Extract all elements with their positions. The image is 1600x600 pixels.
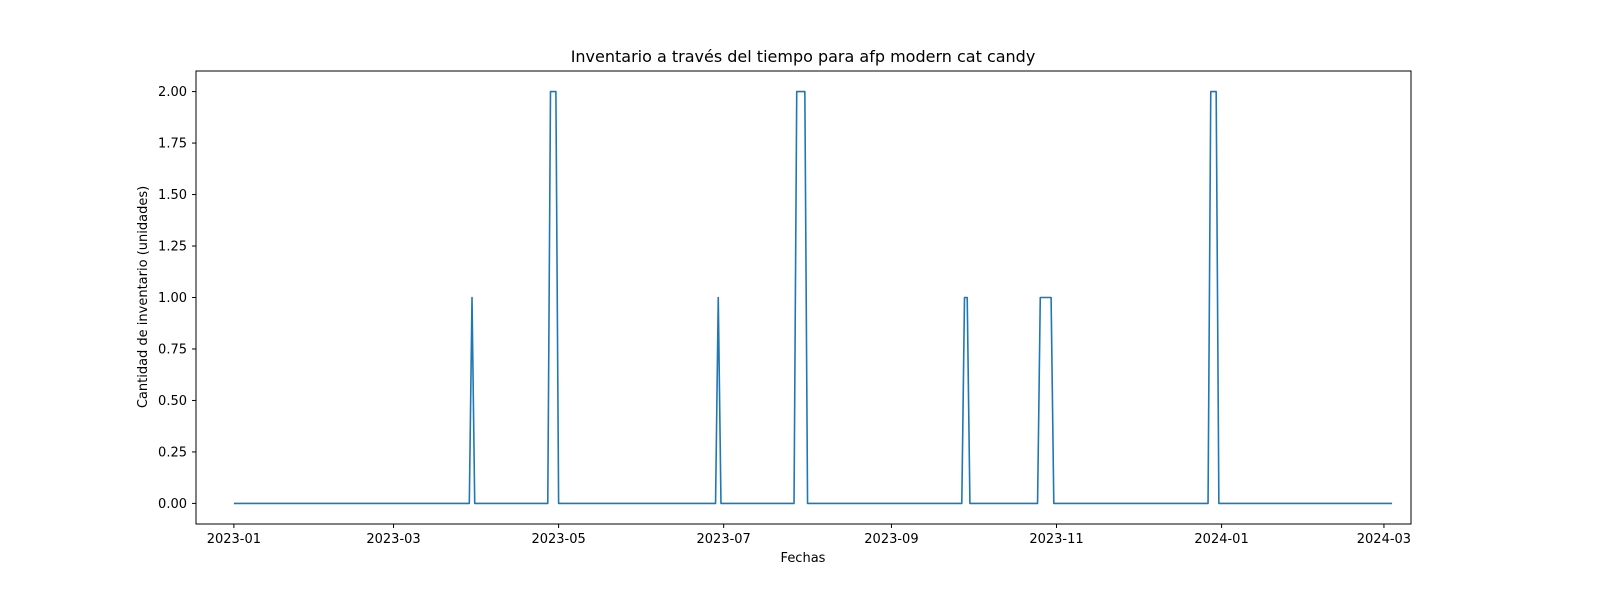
y-tick-label: 2.00: [158, 85, 187, 100]
y-tick-label: 1.75: [158, 137, 187, 152]
plot-frame: [195, 70, 1412, 525]
x-tick-label: 2023-11: [1029, 532, 1083, 547]
x-tick-label: 2024-01: [1194, 532, 1248, 547]
x-tick-label: 2023-01: [207, 532, 261, 547]
x-tick-label: 2023-05: [531, 532, 585, 547]
y-tick-label: 1.50: [158, 188, 187, 203]
inventory-series-line: [233, 90, 1393, 505]
y-tick-label: 0.00: [158, 497, 187, 512]
y-tick-label: 1.25: [158, 240, 187, 255]
x-tick-label: 2023-09: [864, 532, 918, 547]
x-axis-ticks: 2023-01 2023-03 2023-05 2023-07 2023-09 2023-…: [207, 524, 1411, 547]
x-tick-label: 2023-07: [697, 532, 751, 547]
x-axis-title: Fechas: [781, 551, 826, 566]
chart-title: Inventario a través del tiempo para afp …: [571, 47, 1036, 66]
y-axis-ticks: 0.00 0.25 0.50 0.75 1.00 1.25 1.50 1.75 2.00: [158, 85, 196, 512]
x-tick-label: 2023-03: [366, 532, 420, 547]
y-tick-label: 0.50: [158, 394, 187, 409]
y-tick-label: 1.00: [158, 291, 187, 306]
y-axis-title: Cantidad de inventario (unidades): [136, 186, 151, 408]
series-layer: [233, 90, 1393, 505]
y-tick-label: 0.25: [158, 445, 187, 460]
x-tick-label: 2024-03: [1357, 532, 1411, 547]
y-tick-label: 0.75: [158, 342, 187, 357]
